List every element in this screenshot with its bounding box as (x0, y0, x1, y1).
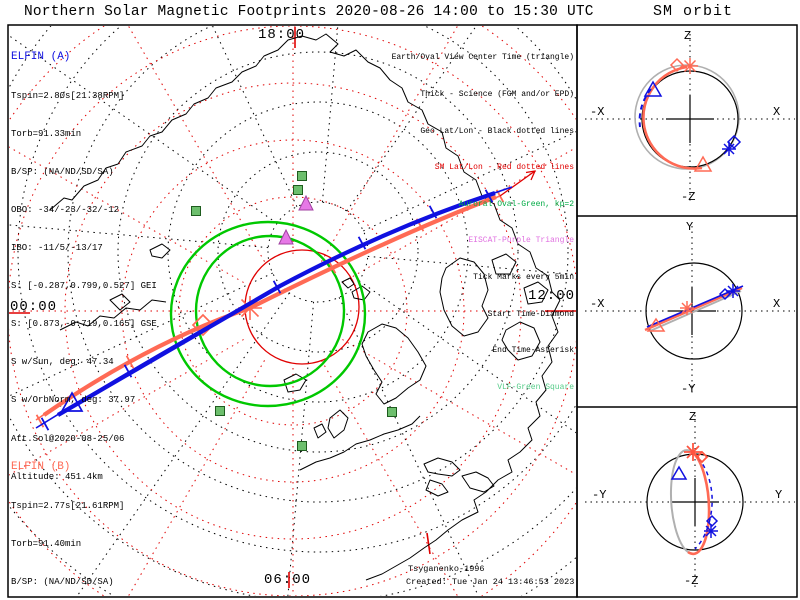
elfin-a-track (35, 186, 513, 431)
elfin-a-line: OBO: -34/-23/-32/-12 (11, 204, 120, 215)
panel1-elfin-b-arc (642, 65, 703, 170)
elfin-a-center-time-triangle (60, 391, 84, 412)
page-title: Northern Solar Magnetic Footprints 2020-… (24, 4, 594, 20)
panel2-a-markers (718, 284, 740, 301)
elfin-a-line: S: [0.873,-0.719,0.165] GSE (11, 319, 157, 330)
model-attribution: Tsyganenko-1996 (408, 564, 485, 574)
elfin-b-header: ELFIN (B) (11, 461, 71, 474)
sm-panels-frame (576, 24, 798, 598)
panel3-axis-bottom: -Z (684, 574, 699, 588)
mlt-label-00: 00:00 (10, 299, 58, 315)
elfin-a-line: IBO: -11/5/-13/17 (11, 242, 103, 253)
panel2-b-markers (646, 301, 694, 332)
elfin-a-info-block: ELFIN (A) Tspin=2.80s[21.38RPM] Torb=91.… (11, 26, 157, 496)
panel2-axis-left: -X (590, 297, 605, 311)
legend-line: Auroral Oval-Green, kp=2 (458, 199, 574, 209)
legend-line: Thick - Science (FGM and/or EPD) (420, 90, 574, 100)
panel3-axis-right: Y (775, 488, 783, 502)
elfin-a-line: S: [-0.287,0.799,0.527] GEI (11, 281, 157, 292)
legend-line: End Time-Asterisk (492, 346, 574, 356)
legend-line: EISCAT-Purple Triangle (468, 236, 574, 246)
panel3-a-markers (670, 465, 719, 538)
panel1-axis-left: -X (590, 105, 605, 119)
sm-polar-circle (244, 249, 360, 365)
panel1-axis-bottom: -Z (681, 190, 696, 204)
map-legend: Earth/Oval View Center Time (triangle) T… (392, 28, 574, 406)
panel3-axis-left: -Y (592, 488, 607, 502)
legend-line: SM Lat/Lon - Red dotted lines (434, 163, 574, 173)
panel3-axis-top: Z (689, 410, 697, 424)
legend-line: Tick Marks every 5min (473, 273, 574, 283)
panel2-elfin-b-line (644, 286, 743, 332)
sm-panel-xy (585, 226, 795, 396)
elfin-b-line: B/SP: (NA/ND/SD/SA) (11, 576, 114, 587)
panel2-axis-right: X (773, 297, 781, 311)
panel1-axis-top: Z (684, 29, 692, 43)
elfin-a-line: S w/OrbNorm, deg: 37.97 (11, 395, 136, 406)
panel3-orbit-gray (669, 449, 693, 553)
elfin-a-line: S w/Sun, deg: 47.34 (11, 357, 114, 368)
elfin-a-line: Tspin=2.80s[21.38RPM] (11, 90, 125, 101)
vlf-squares (191, 171, 397, 451)
elfin-a-header: ELFIN (A) (11, 51, 71, 64)
sm-panel-xz (585, 34, 795, 204)
panel3-elfin-a-arc (694, 457, 713, 550)
elfin-b-start-diamond (191, 313, 215, 337)
panel3-b-markers (684, 443, 709, 464)
panel2-earth-circle (645, 262, 743, 360)
elfin-b-info-block: ELFIN (B) Tspin=2.77s[21.61RPM] Torb=91.… (11, 436, 162, 600)
panel1-elfin-a-arc (638, 88, 652, 128)
mlt-label-12: 12:00 (528, 288, 576, 304)
panel1-axis-right: X (773, 105, 781, 119)
created-timestamp: Created: Tue Jan 24 13:46:53 2023 (406, 577, 575, 587)
legend-line: Earth/Oval View Center Time (triangle) (391, 53, 574, 63)
coastlines (49, 33, 561, 581)
panel3-elfin-b-arc (687, 450, 711, 556)
legend-line: VLF-Green Square (497, 382, 574, 392)
panel2-elfin-a-line (646, 285, 744, 328)
legend-line: Start Time-Diamond (487, 309, 574, 319)
panel2-axis-bottom: -Y (681, 382, 696, 396)
elfin-a-line: Altitude: 451.4km (11, 471, 103, 482)
elfin-a-5min-ticks (40, 189, 494, 431)
mlt-label-06: 06:00 (264, 572, 312, 588)
mlt-ticks (9, 27, 576, 588)
panel1-a-markers (643, 80, 742, 156)
auroral-oval (169, 220, 367, 408)
eiscat-triangles (278, 194, 314, 245)
elfin-b-line: Tspin=2.77s[21.61RPM] (11, 500, 125, 511)
panel2-axis-top: Y (686, 220, 694, 234)
elfin-b-line: Torb=91.40min (11, 538, 82, 549)
elfin-a-line: Att.Sol@2020-08-25/06 (11, 433, 125, 444)
panel3-center-cross (671, 478, 719, 526)
elfin-a-line: B/SP: (NA/ND/SD/SA) (11, 166, 114, 177)
elfin-a-line: Torb=91.33min (11, 128, 82, 139)
panel1-b-markers (669, 57, 713, 172)
panel2-center-cross (668, 287, 716, 335)
panel1-center-cross (666, 95, 714, 143)
elfin-b-thin-extension (499, 170, 536, 197)
sm-panel-yz (585, 415, 795, 589)
legend-line: Geo Lat/Lon - Black dotted lines (420, 126, 574, 136)
sm-orbit-title: SM orbit (653, 3, 734, 20)
mlt-label-18: 18:00 (258, 27, 306, 43)
